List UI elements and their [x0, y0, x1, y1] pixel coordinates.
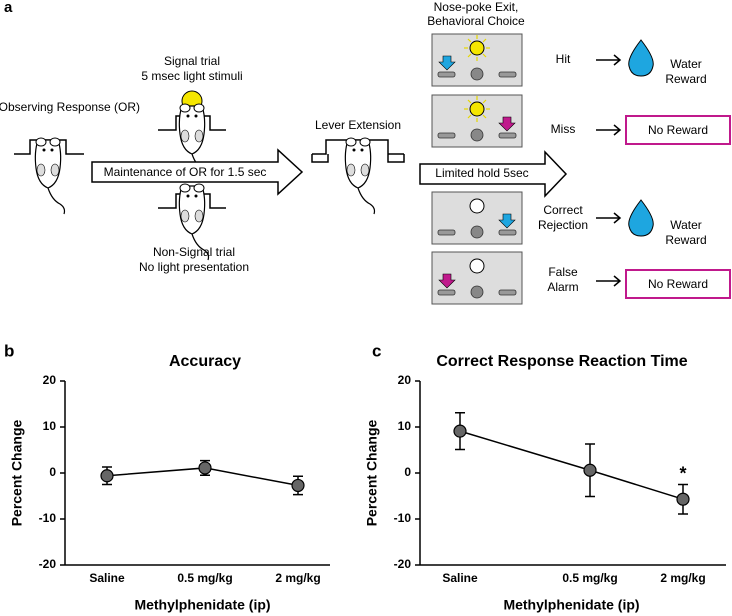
- label: Miss: [551, 122, 576, 136]
- y-tick-label: 10: [43, 419, 57, 433]
- y-tick-label: 0: [404, 465, 411, 479]
- label: 5 msec light stimuli: [141, 69, 242, 83]
- x-axis-label: Methylphenidate (ip): [134, 597, 270, 613]
- x-axis-label: Methylphenidate (ip): [503, 597, 639, 613]
- y-tick-label: 20: [398, 373, 412, 387]
- chart-title: Accuracy: [169, 353, 241, 370]
- label: Water: [670, 57, 702, 71]
- label: Non-Signal trial: [153, 245, 235, 259]
- label: Signal trial: [164, 54, 220, 68]
- mouse: [344, 137, 376, 215]
- label: No Reward: [648, 277, 708, 291]
- nose-poke-panel: [431, 33, 523, 87]
- label: Nose-poke Exit,: [434, 0, 519, 14]
- x-tick-label: 2 mg/kg: [660, 571, 705, 585]
- y-tick-label: -20: [394, 557, 412, 571]
- point: [198, 461, 212, 475]
- line: [459, 430, 684, 500]
- nose-poke-panel: [431, 191, 523, 245]
- label: No Reward: [648, 123, 708, 137]
- arrows: [596, 54, 622, 287]
- label: Limited hold 5sec: [435, 166, 528, 180]
- label: Initiate Observing Response (OR): [0, 100, 140, 114]
- y-tick-label: -10: [394, 511, 412, 525]
- label: False: [548, 265, 578, 279]
- water-drop: [628, 39, 654, 77]
- x-tick-label: Saline: [442, 571, 478, 585]
- water-drop: [628, 199, 654, 237]
- arrow: [419, 150, 568, 198]
- no-reward-box: [625, 115, 731, 145]
- y-axis-label: Percent Change: [364, 419, 380, 526]
- annotation: *: [679, 463, 686, 483]
- point: [583, 463, 597, 477]
- label: Correct: [543, 203, 583, 217]
- label: Lever Extension: [315, 118, 401, 132]
- label: Rejection: [538, 218, 588, 232]
- label: Hit: [556, 52, 571, 66]
- x-tick-label: 0.5 mg/kg: [562, 571, 617, 585]
- y-tick-label: 20: [43, 373, 57, 387]
- label: No light presentation: [139, 260, 249, 274]
- point: [291, 478, 305, 493]
- panel-label: c: [372, 341, 381, 360]
- y-tick-label: 0: [49, 465, 56, 479]
- panel-label: b: [4, 341, 14, 360]
- label: Behavioral Choice: [427, 14, 525, 28]
- y-tick-label: 10: [398, 419, 412, 433]
- nose-poke-panel: [431, 94, 523, 148]
- label: Alarm: [547, 280, 578, 294]
- panel-label: a: [4, 0, 13, 16]
- point: [676, 492, 690, 506]
- x-tick-label: Saline: [89, 571, 125, 585]
- y-tick-label: -10: [39, 511, 57, 525]
- nose-poke-panel: [431, 251, 523, 305]
- x-tick-label: 0.5 mg/kg: [177, 571, 232, 585]
- no-reward-box: [625, 269, 731, 299]
- point: [100, 469, 114, 483]
- point: [453, 424, 467, 438]
- y-axis-label: Percent Change: [9, 419, 25, 526]
- chart-title: Correct Response Reaction Time: [436, 353, 687, 370]
- x-tick-label: 2 mg/kg: [275, 571, 320, 585]
- label: Reward: [665, 233, 706, 247]
- label: Maintenance of OR for 1.5 sec: [104, 165, 267, 179]
- y-tick-label: -20: [39, 557, 57, 571]
- diagram: a Initiate Observing Response (OR) Signa…: [0, 0, 731, 305]
- arrow: [91, 148, 304, 196]
- mouse: [34, 137, 66, 215]
- label: Reward: [665, 72, 706, 86]
- label: Water: [670, 218, 702, 232]
